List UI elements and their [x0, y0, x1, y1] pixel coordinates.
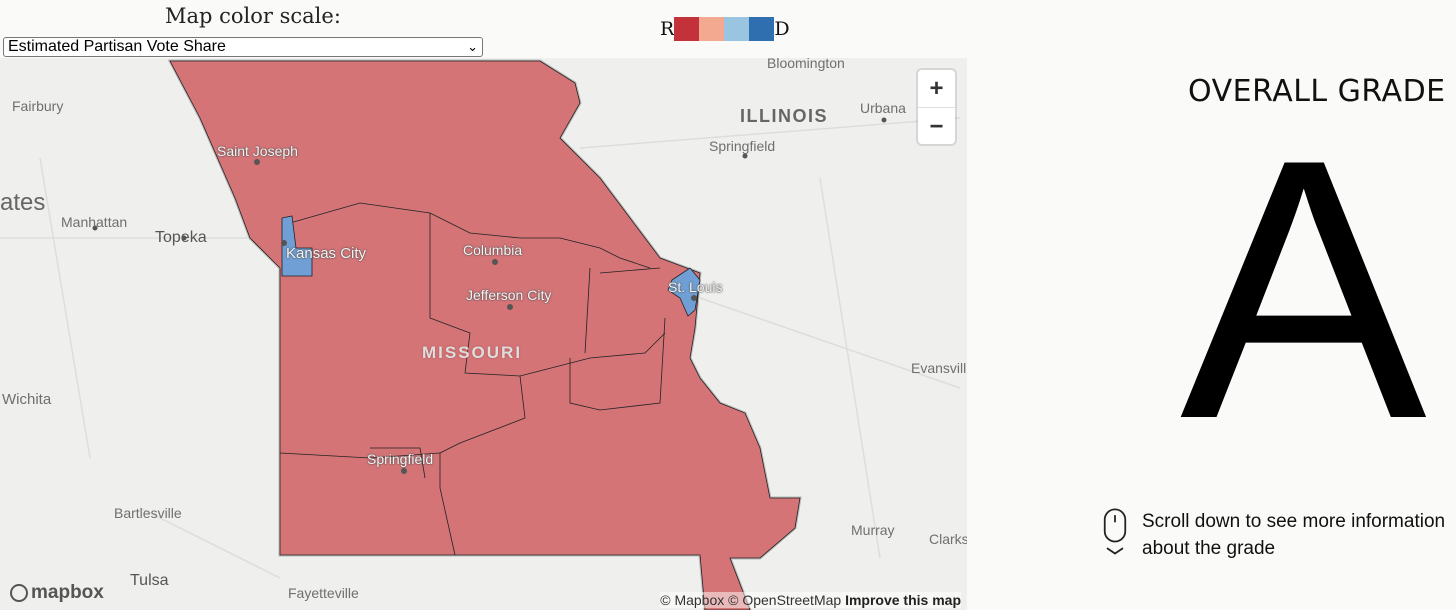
legend-swatch-lean-d: [724, 17, 750, 41]
scroll-hint-text: Scroll down to see more information abou…: [1142, 511, 1446, 559]
map-label-topeka: Topeka: [155, 229, 207, 246]
map-label-st-louis: St. Louis: [668, 279, 723, 295]
map-label-tulsa: Tulsa: [130, 572, 169, 589]
map-label-bartlesville: Bartlesville: [114, 505, 182, 521]
map-label-urbana: Urbana: [860, 100, 906, 116]
map-label-springfield-mo: Springfield: [367, 451, 434, 467]
legend-label-d: D: [774, 18, 790, 40]
legend-label-r: R: [660, 18, 675, 40]
legend-swatch-lean-r: [699, 17, 725, 41]
map-label-illinois: ILLINOIS: [740, 106, 828, 126]
map-label-murray: Murray: [851, 522, 895, 538]
zoom-out-button[interactable]: −: [918, 107, 955, 145]
map-label-columbia: Columbia: [463, 242, 523, 258]
map-label-saint-joseph: Saint Joseph: [217, 143, 298, 159]
zoom-in-button[interactable]: +: [929, 74, 944, 102]
mapbox-logo-text: mapbox: [31, 582, 104, 603]
map-color-scale-label: Map color scale:: [165, 4, 341, 28]
mouse-scroll-icon: [1103, 508, 1127, 555]
legend-swatch-strong-d: [749, 17, 775, 41]
map-label-kansas-city: Kansas City: [286, 245, 367, 262]
map-label-fayetteville: Fayetteville: [288, 585, 359, 601]
map-canvas: [0, 59, 961, 610]
legend-swatch-strong-r: [674, 17, 700, 41]
grade-letter: A: [1180, 83, 1427, 496]
map-label-evansville: Evansvill: [911, 360, 967, 376]
map-label-ates: ates: [0, 189, 46, 216]
map-label-springfield-il: Springfield: [709, 138, 776, 154]
zoom-controls: + −: [918, 70, 955, 144]
district-democrat-kansas-city: [281, 215, 313, 277]
chevron-down-icon: ⌄: [467, 39, 478, 54]
improve-map-link[interactable]: Improve this map: [845, 592, 961, 608]
map-label-manhattan: Manhattan: [61, 214, 128, 230]
overall-grade-title: OVERALL GRADE: [1188, 74, 1446, 109]
scroll-hint: Scroll down to see more information abou…: [1102, 508, 1452, 562]
city-dots: [92, 117, 887, 474]
district-republican: [169, 60, 801, 610]
mapbox-logo[interactable]: mapbox: [10, 582, 104, 604]
district-map[interactable]: Bloomington ILLINOIS Urbana Springfield …: [0, 58, 967, 610]
map-label-missouri: MISSOURI: [422, 343, 523, 362]
map-label-bloomington: Bloomington: [767, 58, 845, 71]
select-value: Estimated Partisan Vote Share: [8, 38, 226, 55]
mapbox-icon: [10, 584, 28, 602]
map-label-fairbury: Fairbury: [12, 98, 64, 114]
district-democrat-st-louis: [667, 267, 701, 317]
background-roads: [0, 117, 961, 579]
color-scale-select[interactable]: Estimated Partisan Vote Share ⌄: [3, 37, 483, 57]
map-label-wichita: Wichita: [2, 391, 52, 408]
map-attribution: © Mapbox © OpenStreetMap Improve this ma…: [660, 592, 961, 608]
map-label-clarks: Clarks: [929, 531, 967, 547]
district-boundaries: [279, 202, 666, 556]
map-label-jefferson-city: Jefferson City: [466, 287, 552, 303]
attribution-text[interactable]: © Mapbox © OpenStreetMap: [660, 592, 842, 608]
partisan-legend: R D: [660, 17, 790, 41]
